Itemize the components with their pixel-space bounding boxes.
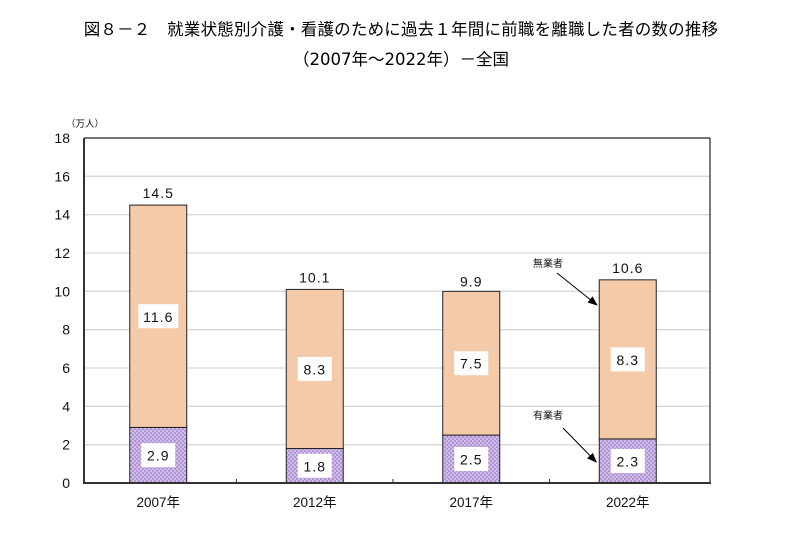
segment-value-label: 2.9 bbox=[147, 448, 169, 464]
chart-title-line1: 図８－２ 就業状態別介護・看護のために過去１年間に前職を離職した者の数の推移 bbox=[83, 20, 719, 39]
total-value-label: 10.6 bbox=[612, 260, 643, 276]
segment-label-box bbox=[610, 448, 645, 473]
segment-label-box bbox=[297, 356, 332, 381]
segment-value-label: 2.3 bbox=[617, 453, 639, 469]
y-tick-label: 6 bbox=[62, 360, 70, 376]
segment-value-label: 8.3 bbox=[304, 361, 326, 377]
annotation-arrow bbox=[556, 272, 598, 306]
segment-value-label: 11.6 bbox=[143, 309, 173, 325]
labels: 0 2 4 6 8 10 12 14 16 18 2.9 11.6 14.5 2007年 1.8 8.3 10.… bbox=[54, 130, 649, 510]
y-axis-unit-label: （万人） bbox=[66, 118, 104, 130]
total-value-label: 14.5 bbox=[143, 185, 174, 201]
annotation-arrow bbox=[562, 427, 597, 463]
segment-value-label: 1.8 bbox=[304, 458, 326, 474]
chart-title-line2: （2007年～2022年）－全国 bbox=[293, 50, 509, 69]
segment-label-box bbox=[297, 453, 332, 478]
y-tick-label: 10 bbox=[54, 283, 70, 299]
x-tick-label: 2017年 bbox=[449, 495, 493, 510]
y-tick-label: 16 bbox=[54, 168, 70, 184]
axes bbox=[83, 137, 711, 484]
y-tick-label: 12 bbox=[54, 245, 70, 261]
y-tick-label: 4 bbox=[62, 398, 70, 414]
y-tick-label: 2 bbox=[62, 437, 70, 453]
segment-label-box bbox=[454, 351, 489, 376]
y-tick-label: 14 bbox=[54, 207, 70, 223]
segment-value-label: 2.5 bbox=[460, 452, 482, 468]
segment-label-box bbox=[141, 443, 176, 468]
segment-label-box bbox=[454, 447, 489, 472]
bars bbox=[129, 204, 657, 484]
x-tick-label: 2012年 bbox=[293, 495, 337, 510]
x-tick-label: 2007年 bbox=[136, 495, 180, 510]
segment-value-label: 7.5 bbox=[460, 356, 482, 372]
segment-value-label: 8.3 bbox=[617, 352, 639, 368]
annotation-unemployed: 無業者 bbox=[533, 257, 563, 270]
total-value-label: 9.9 bbox=[460, 273, 482, 289]
x-tick-label: 2022年 bbox=[606, 495, 650, 510]
y-tick-label: 18 bbox=[54, 130, 70, 146]
segment-label-box bbox=[138, 304, 179, 329]
total-value-label: 10.1 bbox=[299, 269, 330, 285]
y-tick-label: 0 bbox=[62, 475, 70, 491]
annotation-employed: 有業者 bbox=[533, 409, 563, 422]
y-tick-label: 8 bbox=[62, 322, 70, 338]
segment-label-box bbox=[610, 347, 645, 372]
